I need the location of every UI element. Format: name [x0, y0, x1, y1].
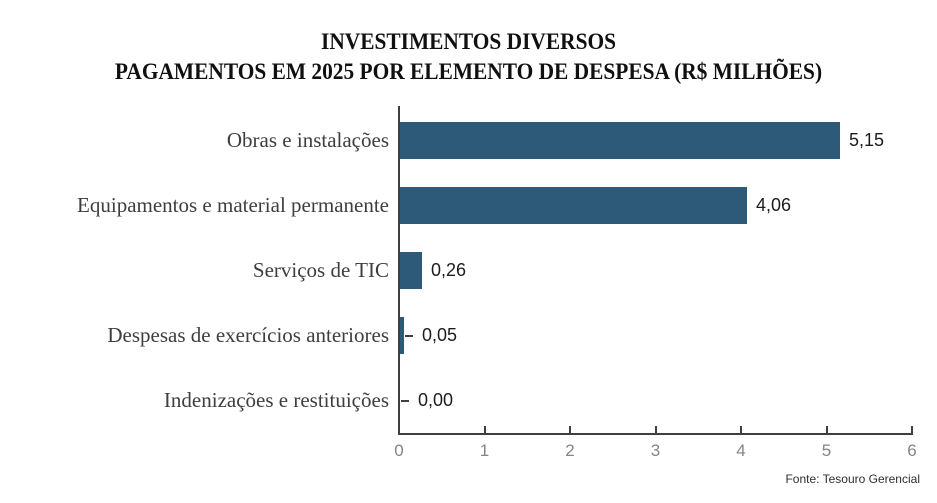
category-label: Serviços de TIC: [252, 258, 389, 282]
x-tick: [483, 426, 486, 433]
category-label: Obras e instalações: [226, 128, 389, 152]
x-tick-label: 3: [650, 441, 661, 460]
leader-dash: [401, 399, 409, 402]
x-tick: [911, 426, 913, 433]
category-label: Indenizações e restituições: [163, 388, 389, 412]
bar: [400, 317, 404, 354]
bar: [400, 252, 422, 289]
x-tick-label: 5: [821, 441, 832, 460]
leader-dash: [405, 334, 413, 337]
bar: [400, 122, 840, 159]
category-label: Equipamentos e material permanente: [77, 193, 389, 217]
value-label: 0,05: [422, 325, 458, 345]
x-axis-line: [398, 433, 913, 435]
chart-title: INVESTIMENTOS DIVERSOS PAGAMENTOS EM 202…: [33, 27, 904, 87]
source-note: Fonte: Tesouro Gerencial: [785, 472, 920, 486]
value-label: 5,15: [849, 130, 885, 150]
chart-title-line2: PAGAMENTOS EM 2025 POR ELEMENTO DE DESPE…: [114, 59, 823, 84]
x-tick-label: 4: [736, 441, 746, 460]
category-label: Despesas de exercícios anteriores: [107, 323, 389, 347]
y-axis-line: [398, 106, 400, 435]
value-label: 0,00: [418, 390, 454, 410]
x-tick: [569, 426, 571, 433]
value-label: 4,06: [756, 195, 792, 215]
x-tick: [825, 426, 828, 433]
bar: [400, 187, 747, 224]
x-tick-label: 2: [565, 441, 575, 460]
x-tick-label: 0: [394, 441, 404, 460]
x-tick: [654, 426, 657, 433]
chart-title-line1: INVESTIMENTOS DIVERSOS: [320, 29, 617, 54]
x-tick-label: 6: [907, 441, 917, 460]
x-tick: [740, 426, 742, 433]
value-label: 0,26: [431, 260, 467, 280]
x-tick-label: 1: [479, 441, 490, 460]
